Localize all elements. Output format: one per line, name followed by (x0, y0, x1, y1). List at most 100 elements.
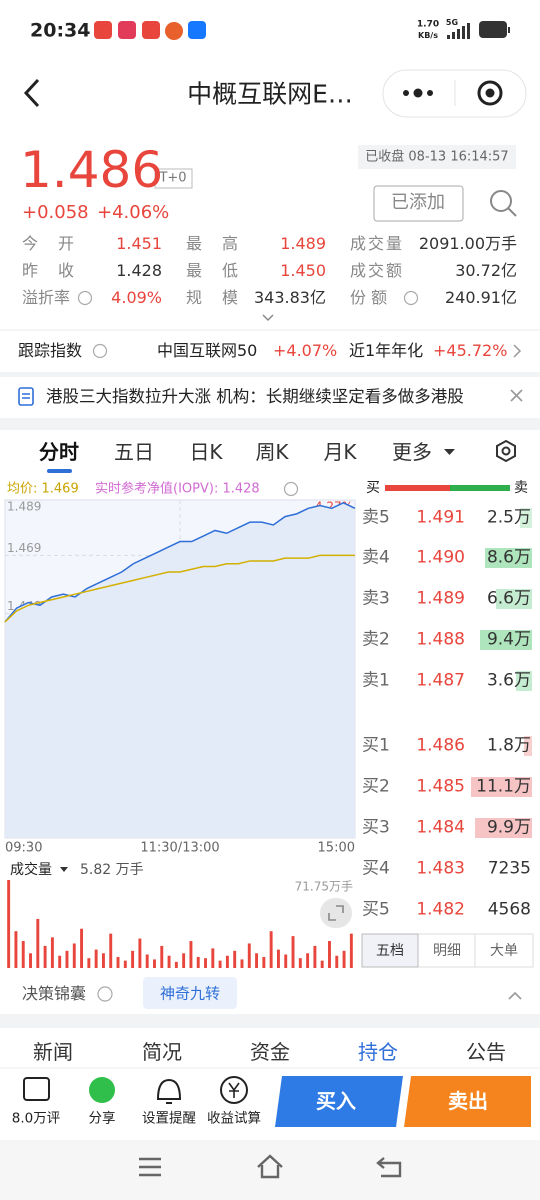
close-news[interactable] (510, 389, 523, 402)
watch-button[interactable] (373, 185, 464, 222)
nav-menu[interactable] (139, 1157, 161, 1177)
chart-tab[interactable]: 更多 (392, 440, 432, 464)
info-icon (403, 290, 419, 306)
chart-tab[interactable]: 周K (255, 440, 289, 464)
separator (0, 418, 540, 430)
volume-bar (101, 953, 105, 968)
volume-bar (269, 931, 273, 968)
chart-tab[interactable]: 五日 (114, 440, 154, 464)
volume-highlight (496, 589, 532, 609)
alert-icon[interactable] (156, 1078, 182, 1104)
sell-button[interactable] (404, 1076, 531, 1127)
trade-tag: T+0 (159, 170, 187, 186)
close-button[interactable] (477, 80, 503, 106)
info-icon (77, 290, 93, 306)
app-icon (188, 21, 206, 39)
ob-level: 买2 (362, 776, 390, 797)
ob-volume: 9.4万 (486, 629, 531, 650)
expand-chevron[interactable] (262, 314, 274, 322)
action-label[interactable]: 收益试算 (207, 1110, 261, 1127)
buy-button[interactable] (275, 1076, 403, 1127)
action-label[interactable]: 设置提醒 (142, 1110, 196, 1127)
volume-bar (204, 958, 207, 968)
x-tick-label: 11:30/13:00 (140, 841, 219, 856)
order-tab-active[interactable] (361, 933, 419, 968)
pill[interactable] (143, 977, 237, 1009)
watch-label: 已添加 (391, 192, 445, 213)
ob-volume: 3.6万 (486, 670, 531, 691)
comment-icon[interactable] (23, 1077, 50, 1101)
search-button[interactable] (490, 190, 512, 212)
ob-tab[interactable]: 五档 (376, 943, 404, 959)
stat-value: 4.09% (111, 288, 162, 307)
volume-bar (262, 956, 266, 968)
stat-value: 1.489 (280, 234, 326, 253)
volume-bar (94, 949, 98, 968)
section-tab[interactable]: 新闻 (33, 1040, 73, 1064)
action-label[interactable]: 8.0万评 (11, 1110, 61, 1127)
ob-price: 1.486 (416, 735, 465, 756)
stat-label: 今 开 (22, 234, 74, 253)
back-button[interactable] (23, 78, 40, 108)
net-unit: KB/s (418, 31, 438, 40)
stat-value: 343.83亿 (254, 288, 326, 307)
nav-home[interactable] (257, 1154, 283, 1179)
volume-bar (29, 953, 32, 968)
ob-price: 1.485 (416, 776, 465, 797)
section-tab[interactable]: 公告 (466, 1040, 506, 1064)
ob-level: 卖2 (362, 629, 390, 650)
share-icon[interactable] (89, 1077, 115, 1103)
section-tab[interactable]: 持仓 (358, 1040, 398, 1064)
volume-highlight (520, 508, 532, 528)
market-status: 已收盘 08-13 16:14:57 (365, 149, 509, 165)
settings-button (501, 446, 511, 456)
calc-icon[interactable] (220, 1076, 248, 1104)
battery-icon (479, 21, 507, 38)
avg-line (4, 554, 355, 623)
buy-label[interactable]: 买入 (316, 1089, 356, 1113)
ob-tab[interactable]: 大单 (490, 943, 518, 959)
panel-pill[interactable]: 神奇九转 (159, 984, 221, 1003)
settings-button[interactable] (496, 439, 516, 463)
app-icon (118, 21, 136, 39)
volume-bar (298, 958, 302, 968)
volume-bar (14, 931, 18, 968)
y-tick-label: 1.489 (7, 500, 41, 514)
ob-level: 卖1 (362, 670, 390, 691)
tracking-chevron[interactable] (513, 344, 522, 358)
fullscreen-button (328, 905, 344, 921)
news-headline: 港股三大指数拉升大涨 机构：长期继续坚定看多做多港股 (46, 386, 464, 406)
fullscreen-button[interactable] (320, 898, 352, 928)
section-tab[interactable]: 资金 (250, 1040, 290, 1064)
y-tick-label: 1.469 (7, 541, 41, 555)
ob-tab[interactable]: 明细 (433, 943, 461, 959)
more-button[interactable] (403, 88, 433, 98)
volume-highlight (524, 736, 532, 756)
volume-bar (276, 949, 280, 968)
ob-buy-header: 买 (366, 480, 380, 496)
chart-tab[interactable]: 日K (189, 440, 223, 464)
ob-price: 1.489 (416, 588, 465, 609)
chart-tab[interactable]: 月K (323, 440, 357, 464)
ob-price: 1.490 (416, 547, 465, 568)
battery-icon (508, 27, 510, 33)
more-arrow (444, 449, 455, 455)
stat-label: 成交额 (350, 261, 402, 280)
ob-volume: 4568 (487, 899, 531, 920)
action-label[interactable]: 分享 (88, 1110, 116, 1127)
calc-icon (228, 1082, 240, 1098)
volume-bar (167, 955, 171, 968)
ob-volume: 1.8万 (486, 735, 531, 756)
sell-label[interactable]: 卖出 (448, 1089, 488, 1113)
chart-tab[interactable]: 分时 (39, 440, 79, 464)
volume-bar (21, 941, 25, 968)
volume-bar (291, 936, 295, 968)
ob-volume: 6.6万 (486, 588, 531, 609)
volume-bar (36, 918, 40, 968)
section-tab[interactable]: 简况 (142, 1040, 182, 1064)
collapse-chevron[interactable] (508, 991, 522, 1000)
volume-bar (123, 960, 127, 968)
nav-back[interactable] (376, 1157, 402, 1178)
change: +0.058 (22, 202, 89, 223)
volume-bar (328, 941, 331, 968)
